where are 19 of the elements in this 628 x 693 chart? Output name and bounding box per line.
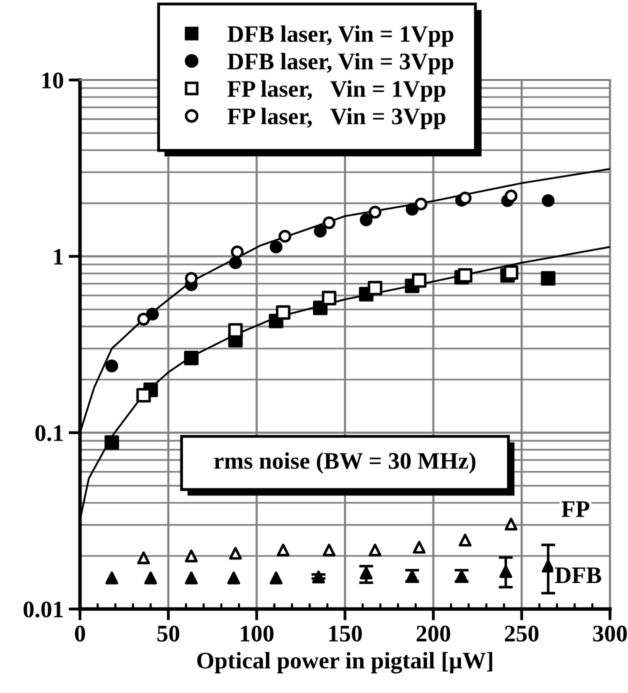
legend-label: DFB laser, Vin = 3Vpp <box>227 52 454 74</box>
annotation: DFB <box>555 567 602 584</box>
x-tick-label: 250 <box>504 626 538 642</box>
annotation: FP <box>562 501 590 517</box>
legend-label: FP laser, Vin = 3Vpp <box>227 108 446 130</box>
annotation: rms noise (BW = 30 MHz) <box>214 452 476 474</box>
legend-label: DFB laser, Vin = 1Vpp <box>227 25 454 47</box>
x-tick-label: 0 <box>74 626 86 642</box>
x-tick-label: 150 <box>329 626 362 642</box>
y-tick-label: 10 <box>42 72 64 88</box>
y-tick-label: 0.01 <box>24 601 63 618</box>
x-tick-label: 100 <box>240 626 274 642</box>
x-tick-label: 50 <box>157 626 180 642</box>
y-tick-label: 0.1 <box>35 425 63 442</box>
x-tick-label: 300 <box>593 626 627 642</box>
x-axis-title: Optical power in pigtail [µW] <box>197 652 492 674</box>
x-tick-label: 200 <box>416 626 450 642</box>
legend-label: FP laser, Vin = 1Vpp <box>227 80 446 102</box>
y-tick-label: 1 <box>54 248 63 265</box>
